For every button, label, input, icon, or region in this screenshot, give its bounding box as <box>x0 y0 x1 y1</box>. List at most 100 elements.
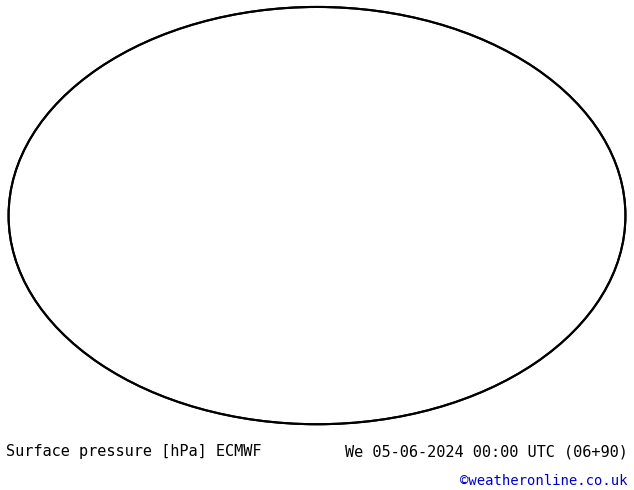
Text: 1016: 1016 <box>259 10 280 24</box>
Text: 1016: 1016 <box>267 16 287 36</box>
Text: 996: 996 <box>297 66 313 83</box>
Point <box>312 212 322 220</box>
Text: 992: 992 <box>269 55 283 65</box>
Point <box>312 212 322 220</box>
Text: 1016: 1016 <box>96 95 116 105</box>
Text: 992: 992 <box>153 364 170 376</box>
Text: 1000: 1000 <box>206 369 228 383</box>
Text: 1020: 1020 <box>317 202 337 222</box>
Text: 1016: 1016 <box>267 401 288 416</box>
Text: 1013: 1013 <box>87 84 109 94</box>
Text: 1024: 1024 <box>79 289 100 308</box>
Text: 1013: 1013 <box>214 193 235 215</box>
Text: 996: 996 <box>559 328 576 340</box>
Text: 1016: 1016 <box>267 401 288 416</box>
Text: 1013: 1013 <box>93 322 116 336</box>
Text: 1012: 1012 <box>401 56 420 76</box>
Text: 1008: 1008 <box>68 221 89 240</box>
Text: 1013: 1013 <box>461 44 481 66</box>
Text: 1000: 1000 <box>522 345 540 366</box>
Point <box>312 212 322 220</box>
Text: 1016: 1016 <box>421 315 440 324</box>
Text: 1008: 1008 <box>443 125 463 145</box>
Text: 1024: 1024 <box>450 303 470 320</box>
Point <box>312 212 322 220</box>
Text: 1024: 1024 <box>579 293 600 309</box>
Point <box>312 212 322 220</box>
Text: 1013: 1013 <box>285 13 307 31</box>
Point <box>312 212 322 220</box>
Text: 1024: 1024 <box>287 296 308 309</box>
Text: 1012: 1012 <box>231 33 252 48</box>
Point <box>312 212 322 220</box>
Text: 1016: 1016 <box>21 202 42 218</box>
Text: 992: 992 <box>545 338 561 355</box>
Text: 1028: 1028 <box>248 156 267 166</box>
Text: 1000: 1000 <box>206 369 228 383</box>
Text: 992: 992 <box>320 359 336 372</box>
Text: 1013: 1013 <box>318 93 340 105</box>
Text: 1004: 1004 <box>63 329 84 347</box>
Text: 1016: 1016 <box>512 65 531 75</box>
Text: 988: 988 <box>178 363 192 373</box>
Text: 1020: 1020 <box>317 202 337 222</box>
Point <box>312 212 322 220</box>
Text: 1028: 1028 <box>577 151 598 169</box>
Text: 1012: 1012 <box>415 146 430 167</box>
Point <box>312 212 322 220</box>
Text: 1008: 1008 <box>433 378 453 390</box>
Text: 1004: 1004 <box>276 92 297 105</box>
Point <box>312 212 322 220</box>
Text: 1012: 1012 <box>22 152 39 173</box>
Text: 1000: 1000 <box>386 368 407 385</box>
Text: 1008: 1008 <box>437 213 457 233</box>
Text: 1000: 1000 <box>386 368 407 385</box>
Text: 1024: 1024 <box>348 133 367 153</box>
Text: 1020: 1020 <box>553 258 574 275</box>
Text: 1016: 1016 <box>160 310 181 325</box>
Text: 1012: 1012 <box>217 194 236 215</box>
Text: 1016: 1016 <box>21 202 42 218</box>
Text: 992: 992 <box>545 338 561 355</box>
Text: 1012: 1012 <box>15 245 36 264</box>
Text: 1028: 1028 <box>581 265 602 279</box>
Text: 1020: 1020 <box>129 291 148 311</box>
Text: 1028: 1028 <box>248 156 267 166</box>
Text: 1013: 1013 <box>174 158 195 179</box>
Point <box>312 212 322 220</box>
Text: 1028: 1028 <box>451 271 469 292</box>
Text: 1020: 1020 <box>233 301 254 321</box>
Text: 1028: 1028 <box>451 271 469 292</box>
Text: 1008: 1008 <box>432 325 453 339</box>
Point <box>312 212 322 220</box>
Text: 1012: 1012 <box>196 51 215 72</box>
Text: 1016: 1016 <box>259 10 280 24</box>
Text: 1028: 1028 <box>284 261 305 278</box>
Point <box>312 212 322 220</box>
Text: 1016: 1016 <box>411 390 432 408</box>
Text: 1012: 1012 <box>57 196 78 213</box>
Text: 1000: 1000 <box>234 55 254 76</box>
Text: 1024: 1024 <box>100 149 121 162</box>
Text: 1012: 1012 <box>325 312 345 326</box>
Text: 1024: 1024 <box>220 120 236 141</box>
Text: 996: 996 <box>559 328 576 340</box>
Ellipse shape <box>9 7 625 424</box>
Text: 1013: 1013 <box>592 183 615 196</box>
Text: 992: 992 <box>153 364 170 376</box>
Text: 1012: 1012 <box>209 395 230 412</box>
Text: 1032: 1032 <box>263 123 283 144</box>
Text: 988: 988 <box>261 77 276 88</box>
Text: 1004: 1004 <box>63 329 84 347</box>
Text: 1024: 1024 <box>348 133 367 153</box>
Text: 1028: 1028 <box>284 261 305 278</box>
Text: 1016: 1016 <box>417 26 434 47</box>
Text: 1020: 1020 <box>129 291 148 311</box>
Text: 1008: 1008 <box>247 98 268 109</box>
Text: 988: 988 <box>261 77 276 88</box>
Text: 1012: 1012 <box>416 241 436 251</box>
Text: 1024: 1024 <box>102 116 122 127</box>
Text: 1008: 1008 <box>297 383 318 398</box>
Text: 996: 996 <box>337 340 354 354</box>
Text: 992: 992 <box>269 55 283 65</box>
